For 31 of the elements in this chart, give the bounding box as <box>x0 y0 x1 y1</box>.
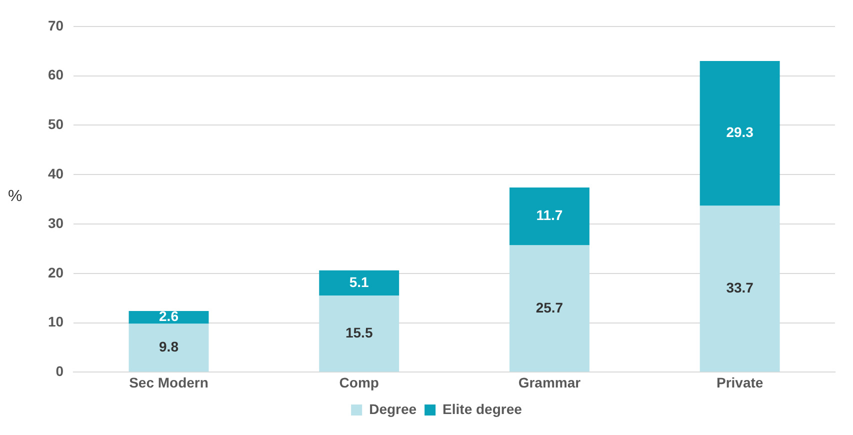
x-tick-label: Private <box>716 374 764 390</box>
y-tick-label: 60 <box>48 66 64 83</box>
bar <box>128 324 209 372</box>
y-tick-label: 70 <box>48 17 64 34</box>
y-tick-label: 10 <box>48 314 64 330</box>
data-label: 5.1 <box>349 274 370 290</box>
legend-label: Degree <box>369 400 417 417</box>
data-label: 25.7 <box>536 299 564 316</box>
x-tick-label: Grammar <box>518 374 582 390</box>
bar <box>509 245 590 372</box>
data-label: 2.6 <box>159 308 179 324</box>
y-tick-label: 40 <box>48 165 64 182</box>
data-label: 11.7 <box>536 207 563 224</box>
data-label: 33.7 <box>726 280 754 296</box>
y-tick-label: 50 <box>48 116 64 132</box>
data-label: 15.5 <box>345 324 373 341</box>
bar <box>700 60 780 206</box>
bar <box>319 296 400 372</box>
y-axis-title: % <box>8 188 22 206</box>
bar <box>319 270 400 296</box>
legend-label: Elite degree <box>442 400 522 417</box>
data-label: 29.3 <box>726 124 754 140</box>
y-tick-label: 30 <box>48 214 64 231</box>
y-tick-label: 20 <box>48 264 64 280</box>
x-tick-label: Comp <box>339 374 379 390</box>
bar <box>700 206 780 372</box>
x-tick-label: Sec Modern <box>129 374 208 390</box>
bar <box>128 310 209 324</box>
y-tick-label: 0 <box>56 363 64 380</box>
bar <box>509 187 590 246</box>
data-label: 9.8 <box>159 338 179 355</box>
